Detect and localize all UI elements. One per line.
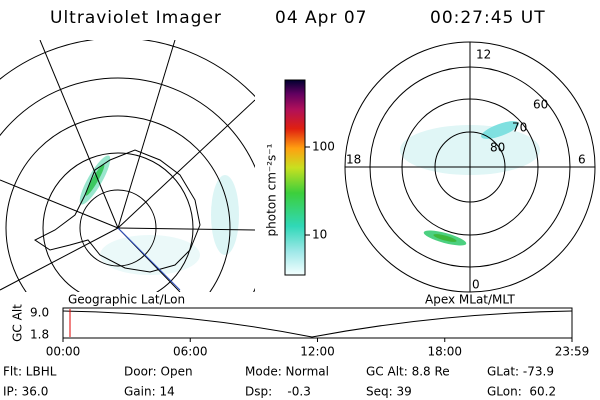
time-label: 18:00 (427, 345, 462, 359)
status-field: Gain: 14 (124, 385, 175, 399)
time-label: 06:00 (173, 345, 208, 359)
status-field: Mode: Normal (245, 365, 329, 379)
time: 00:27:45 UT (430, 8, 546, 28)
status-field: Dsp: -0.3 (245, 385, 311, 399)
status-field: Seq: 39 (366, 385, 412, 399)
mlat-label: 70 (512, 121, 527, 135)
title: Ultraviolet Imager (50, 8, 222, 28)
status-field: GC Alt: 8.8 Re (366, 365, 450, 379)
projection-label: Geographic Lat/Lon (68, 293, 185, 307)
colorbar-tick: 10 (312, 228, 327, 242)
date: 04 Apr 07 (275, 8, 367, 28)
polar-plot: 12 0 18 6 60 70 80 (344, 41, 596, 293)
status-field: GLat: -73.9 (487, 365, 554, 379)
geo-map (0, 40, 255, 292)
mlat-label: 80 (490, 141, 505, 155)
colorbar-tick: 100 (312, 140, 335, 154)
projection-label: Apex MLat/MLT (425, 293, 515, 307)
mlt-label: 6 (578, 153, 586, 167)
mlt-label: 12 (476, 48, 491, 62)
mlt-label: 18 (346, 153, 361, 167)
axis-label: GC Alt (11, 304, 25, 342)
orbit-curve (62, 310, 573, 338)
timeline (62, 307, 573, 339)
status-field: GLon: 60.2 (487, 385, 556, 399)
colorbar (284, 79, 306, 276)
footer: Flt: LBHL Door: Open Mode: Normal GC Alt: 8… (3, 365, 556, 399)
axis-tick: 1.8 (30, 328, 49, 342)
time-label: 12:00 (300, 345, 335, 359)
mlt-label: 0 (472, 278, 480, 292)
status-field: IP: 36.0 (3, 385, 48, 399)
colorbar-label: photon cm⁻²s⁻¹ (265, 143, 279, 236)
time-label: 00:00 (46, 345, 81, 359)
status-field: Door: Open (124, 365, 193, 379)
time-label: 23:59 (555, 345, 590, 359)
axis-tick: 9.0 (30, 306, 49, 320)
status-field: Flt: LBHL (3, 365, 57, 379)
mlat-label: 60 (533, 98, 548, 112)
time-ticks: 00:00 06:00 12:00 18:00 23:59 (46, 338, 590, 359)
